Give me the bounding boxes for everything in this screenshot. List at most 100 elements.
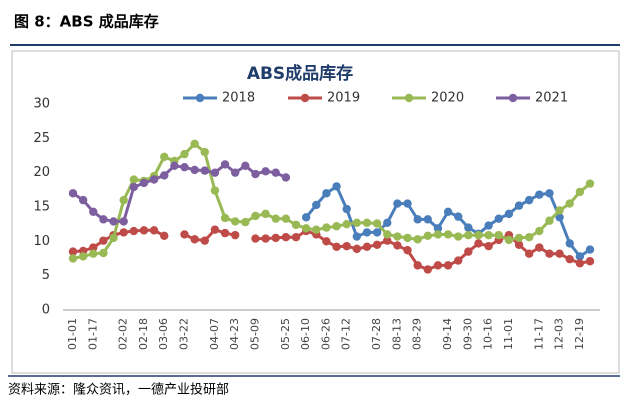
x-tick-label: 02-02 xyxy=(117,318,130,350)
point xyxy=(352,244,362,254)
point xyxy=(99,215,108,224)
point xyxy=(555,213,564,222)
point xyxy=(99,236,108,245)
point xyxy=(535,190,544,199)
point xyxy=(555,249,564,258)
x-tick-label: 12-03 xyxy=(553,318,566,350)
point xyxy=(332,222,341,231)
point xyxy=(89,243,98,252)
point xyxy=(200,166,209,175)
legend-label: 2019 xyxy=(327,91,360,106)
point xyxy=(139,226,149,235)
point xyxy=(261,209,270,219)
point xyxy=(474,239,483,248)
point xyxy=(372,240,382,249)
point xyxy=(454,232,463,241)
point xyxy=(210,168,220,177)
point xyxy=(200,147,209,157)
point xyxy=(393,232,402,241)
series-line xyxy=(72,162,287,223)
point xyxy=(464,247,473,256)
point xyxy=(514,233,524,243)
x-tick-label: 03-22 xyxy=(178,318,191,350)
point xyxy=(68,247,78,256)
point xyxy=(281,173,291,182)
y-tick-label: 20 xyxy=(33,165,50,180)
x-tick-label: 06-26 xyxy=(319,318,332,350)
point xyxy=(332,242,341,252)
point xyxy=(170,161,179,170)
point xyxy=(545,189,554,198)
x-tick-label: 12-19 xyxy=(573,318,586,350)
point xyxy=(129,226,139,236)
y-tick-label: 30 xyxy=(33,97,50,112)
point xyxy=(423,265,433,274)
point xyxy=(230,230,240,240)
series-line xyxy=(72,141,591,260)
x-tick-label: 07-12 xyxy=(340,318,353,350)
point xyxy=(322,237,331,246)
point xyxy=(281,233,291,242)
point xyxy=(210,186,220,195)
point xyxy=(129,175,139,184)
point xyxy=(139,178,149,188)
x-tick-label: 01-01 xyxy=(66,318,79,350)
point xyxy=(474,230,483,240)
x-tick-label: 05-09 xyxy=(248,318,261,350)
point xyxy=(301,213,311,222)
point xyxy=(322,223,331,232)
x-tick-label: 06-10 xyxy=(299,318,312,350)
point xyxy=(230,168,240,177)
point xyxy=(413,235,422,244)
chart-title: ABS成品库存 xyxy=(247,63,353,84)
page-title: 图 8：ABS 成品库存 xyxy=(14,13,159,31)
point xyxy=(565,199,574,208)
legend-swatch-dot xyxy=(508,93,518,103)
point xyxy=(443,207,453,217)
point xyxy=(109,233,118,243)
point xyxy=(119,195,128,205)
y-tick-label: 0 xyxy=(42,303,50,318)
point xyxy=(403,199,412,208)
point xyxy=(119,228,128,237)
point xyxy=(524,249,534,258)
point xyxy=(575,187,585,197)
point xyxy=(332,182,341,191)
point xyxy=(524,233,534,242)
point xyxy=(504,209,514,219)
point xyxy=(241,217,250,227)
point xyxy=(261,234,270,243)
point xyxy=(413,261,422,270)
legend-swatch-dot xyxy=(404,93,414,103)
point xyxy=(190,139,199,149)
x-tick-label: 11-01 xyxy=(502,318,515,350)
point xyxy=(68,254,78,263)
x-tick-label: 05-25 xyxy=(279,318,292,350)
point xyxy=(454,256,463,265)
point xyxy=(433,261,443,270)
point xyxy=(443,230,453,239)
point xyxy=(352,218,362,227)
point xyxy=(78,252,88,261)
y-tick-label: 15 xyxy=(33,200,50,215)
point xyxy=(362,218,372,227)
point xyxy=(160,171,169,180)
point xyxy=(514,240,524,249)
point xyxy=(423,231,433,241)
point xyxy=(535,226,544,236)
point xyxy=(393,241,402,250)
point xyxy=(220,160,230,169)
point xyxy=(383,218,392,227)
point xyxy=(585,245,595,254)
point xyxy=(89,249,98,258)
point xyxy=(109,217,118,226)
point xyxy=(271,168,280,177)
point xyxy=(271,233,280,243)
point xyxy=(261,167,270,176)
point xyxy=(423,215,433,224)
point xyxy=(514,201,524,210)
point xyxy=(160,231,169,241)
x-tick-label: 08-13 xyxy=(390,318,403,350)
point xyxy=(362,242,372,252)
point xyxy=(342,241,351,251)
